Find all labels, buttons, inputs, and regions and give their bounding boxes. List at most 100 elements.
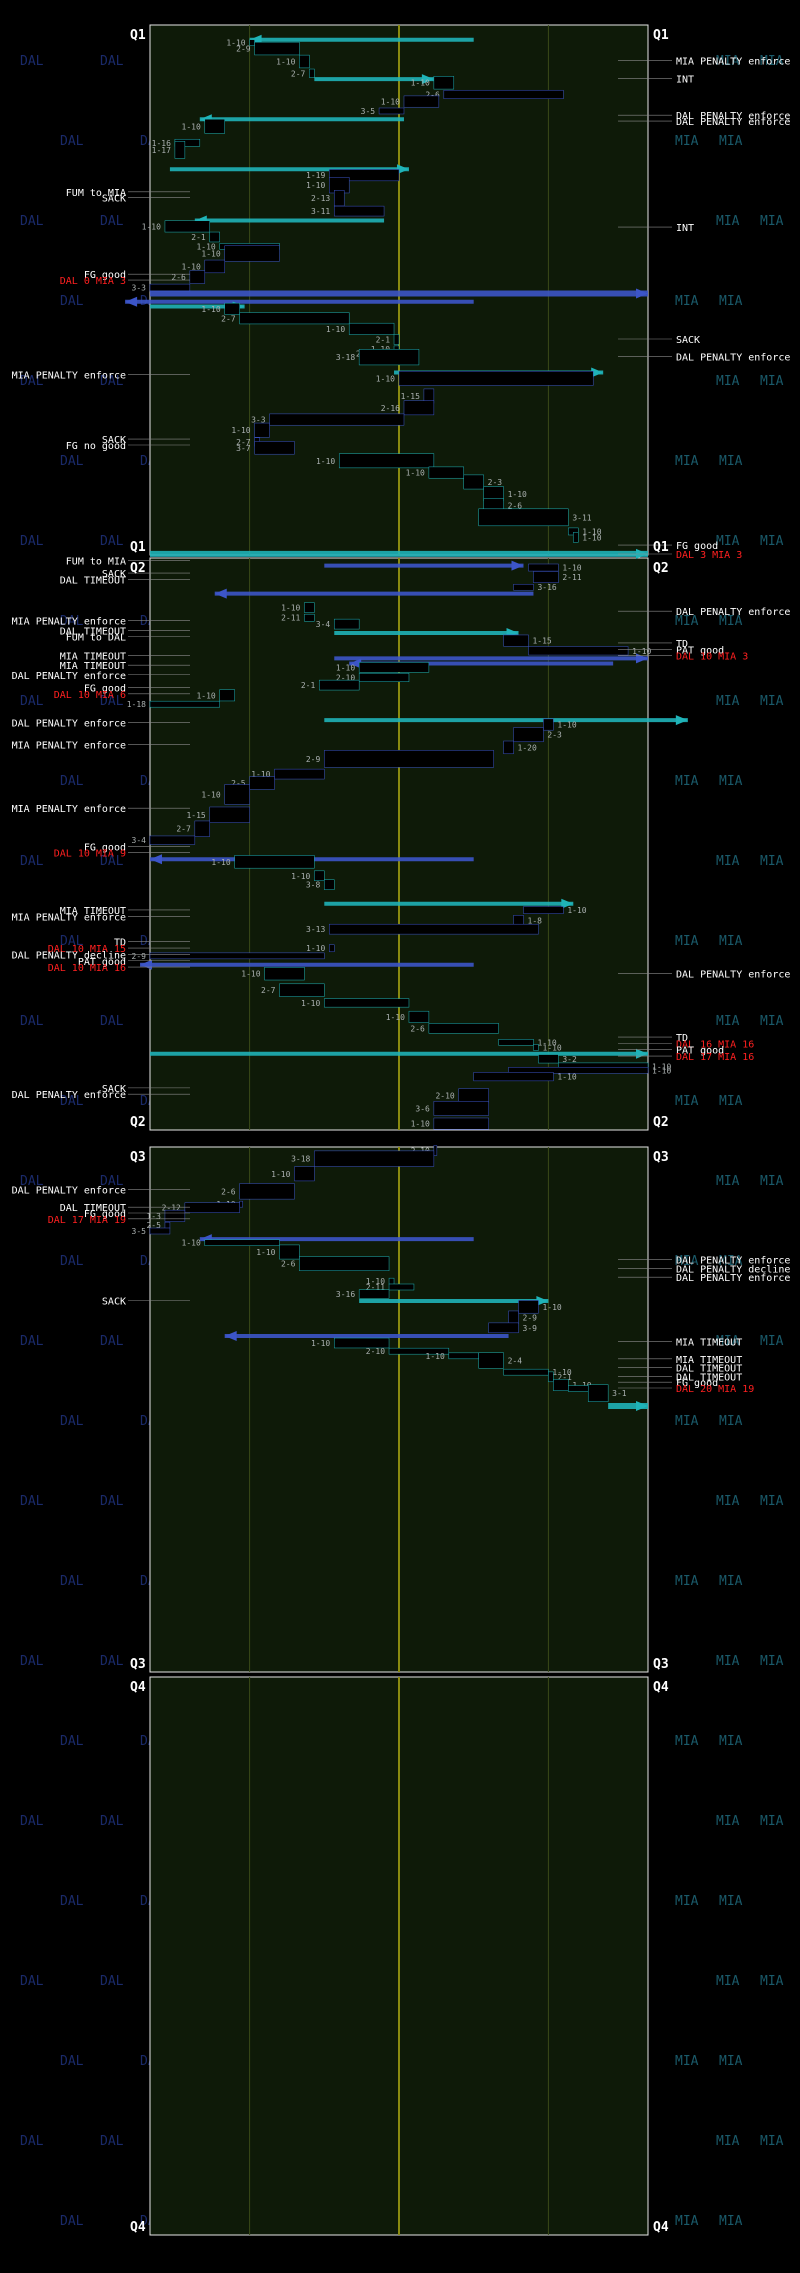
- svg-text:FG no good: FG no good: [66, 441, 126, 452]
- watermark-left: DAL: [100, 374, 124, 389]
- drive-mark: [314, 74, 434, 85]
- drive-mark: 1-10: [256, 1244, 300, 1260]
- score-label: DAL 0 MIA 3: [60, 276, 190, 287]
- drive-mark: 1-10: [523, 906, 587, 915]
- down-label: 2-9: [132, 952, 147, 961]
- svg-text:MIA PENALTY enforce: MIA PENALTY enforce: [676, 56, 790, 67]
- drive-mark: 1-20: [503, 740, 537, 755]
- svg-text:MIA TIMEOUT: MIA TIMEOUT: [676, 1355, 742, 1366]
- event-label: MIA PENALTY enforce: [12, 370, 190, 381]
- score-label: DAL 10 MIA 16: [48, 963, 190, 974]
- drive-mark: 2-11: [366, 1283, 415, 1292]
- down-label: 2-7: [291, 69, 306, 78]
- drive-mark: 1-10: [142, 220, 211, 233]
- event-label: DAL TIMEOUT: [60, 575, 190, 586]
- down-label: 3-4: [132, 836, 147, 845]
- event-label: PAT good: [78, 957, 190, 968]
- quarter-label-top: Q2: [653, 561, 669, 576]
- drive-mark: 2-9: [236, 41, 300, 56]
- down-label: 2-6: [508, 502, 523, 511]
- down-label: 1-10: [381, 98, 400, 107]
- drive-mark: 1-10: [498, 1038, 557, 1047]
- down-label: 2-6: [221, 1187, 236, 1196]
- drive-mark: 2-10: [366, 1347, 450, 1356]
- drive-mark: 3-7: [236, 441, 295, 455]
- drive-mark: 3-18: [291, 1150, 435, 1167]
- watermark-left: DAL: [60, 934, 84, 949]
- watermark-right: MIA: [716, 534, 740, 549]
- down-label: 1-10: [326, 325, 345, 334]
- score-label: DAL 20 MIA 19: [618, 1384, 754, 1395]
- down-label: 3-9: [523, 1324, 538, 1333]
- down-label: 1-10: [336, 663, 355, 672]
- drive-mark: [150, 288, 648, 299]
- down-label: 1-10: [256, 1248, 275, 1257]
- watermark-left: DAL: [20, 694, 44, 709]
- down-label: 1-10: [411, 1120, 430, 1129]
- score-label: DAL 10 MIA 3: [618, 652, 748, 663]
- down-label: 1-10: [201, 305, 220, 314]
- svg-text:DAL PENALTY enforce: DAL PENALTY enforce: [676, 1256, 790, 1267]
- drive-mark: 2-9: [508, 1310, 537, 1324]
- event-label: INT: [618, 223, 694, 234]
- watermark-right: MIA: [719, 1414, 743, 1429]
- svg-text:SACK: SACK: [102, 569, 126, 580]
- svg-text:TD: TD: [676, 639, 688, 650]
- drive-mark: 3-4: [132, 835, 196, 845]
- down-label: 1-10: [426, 1352, 445, 1361]
- down-label: 1-10: [276, 58, 295, 67]
- watermark-left: DAL: [20, 1174, 44, 1189]
- drive-mark: 3-11: [311, 205, 385, 217]
- drive-mark: 2-1: [191, 231, 220, 243]
- drive-mark: 2-1: [301, 679, 360, 691]
- watermark-right: MIA: [675, 1734, 699, 1749]
- drive-mark: 2-3: [463, 474, 502, 490]
- watermark-left: DAL: [100, 1814, 124, 1829]
- watermark-right: MIA: [719, 1094, 743, 1109]
- watermark-left: DAL: [20, 1814, 44, 1829]
- event-label: TD: [618, 639, 688, 650]
- watermark-right: MIA: [760, 1814, 784, 1829]
- watermark-left: DAL: [20, 214, 44, 229]
- svg-text:DAL TIMEOUT: DAL TIMEOUT: [676, 1364, 742, 1375]
- watermark-right: MIA: [716, 694, 740, 709]
- down-label: 2-7: [236, 438, 251, 447]
- svg-text:MIA TIMEOUT: MIA TIMEOUT: [60, 906, 126, 917]
- watermark-left: DAL: [60, 1574, 84, 1589]
- watermark-right: MIA: [760, 374, 784, 389]
- down-label: 3-18: [291, 1155, 310, 1164]
- down-label: 1-10: [182, 1239, 201, 1248]
- drive-mark: 2-11: [281, 614, 315, 623]
- svg-text:DAL 10 MIA 3: DAL 10 MIA 3: [676, 652, 748, 663]
- down-label: 2-5: [231, 779, 246, 788]
- quarter-label-top: Q2: [130, 561, 146, 576]
- drive-mark: 1-10: [376, 370, 594, 386]
- watermark-right: MIA: [675, 454, 699, 469]
- drive-mark: 2-6: [425, 89, 564, 99]
- watermark-left: DAL: [20, 1494, 44, 1509]
- down-label: 1-15: [532, 637, 551, 646]
- down-label: 2-4: [508, 1357, 523, 1366]
- quarter-label-bottom: Q3: [130, 1657, 146, 1672]
- down-label: 1-10: [196, 242, 215, 251]
- watermark-left: DAL: [20, 374, 44, 389]
- svg-text:DAL 10 MIA 15: DAL 10 MIA 15: [48, 944, 126, 955]
- event-label: MIA PENALTY enforce: [12, 617, 190, 628]
- event-label: PAT good: [618, 1046, 724, 1057]
- watermark-left: DAL: [60, 2054, 84, 2069]
- svg-text:DAL PENALTY enforce: DAL PENALTY enforce: [676, 607, 790, 618]
- down-label: 1-10: [406, 469, 425, 478]
- down-label: 1-10: [542, 1043, 561, 1052]
- watermark-right: MIA: [760, 1014, 784, 1029]
- drive-mark: 1-18: [127, 700, 220, 709]
- watermark-right: MIA: [675, 134, 699, 149]
- score-label: DAL 17 MIA 19: [48, 1215, 190, 1226]
- event-label: SACK: [102, 1297, 190, 1308]
- down-label: 1-17: [152, 146, 171, 155]
- svg-text:DAL PENALTY enforce: DAL PENALTY enforce: [676, 353, 790, 364]
- watermark-left: DAL: [20, 54, 44, 69]
- drive-mark: 2-5: [231, 776, 275, 790]
- down-label: 3-1: [612, 1389, 627, 1398]
- svg-text:SACK: SACK: [102, 1084, 126, 1095]
- svg-text:DAL TIMEOUT: DAL TIMEOUT: [60, 626, 126, 637]
